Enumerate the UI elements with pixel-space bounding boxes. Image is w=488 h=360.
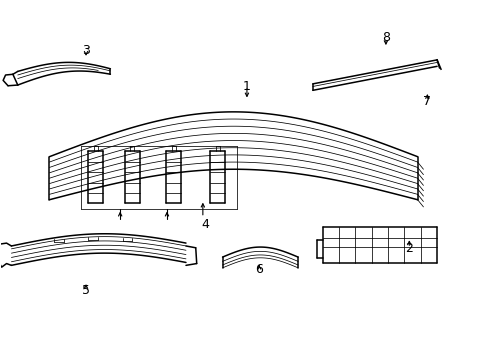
Text: 6: 6 xyxy=(255,263,263,276)
Text: 4: 4 xyxy=(201,218,209,231)
Text: 8: 8 xyxy=(381,31,389,45)
Text: 2: 2 xyxy=(405,242,412,255)
Text: 3: 3 xyxy=(82,44,90,57)
Text: 7: 7 xyxy=(423,95,430,108)
Text: 5: 5 xyxy=(82,284,90,297)
Text: 1: 1 xyxy=(243,80,250,93)
